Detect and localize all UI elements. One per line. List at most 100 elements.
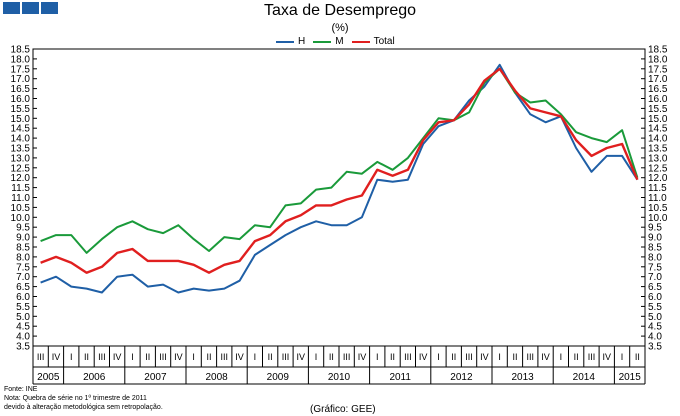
legend-item-total: Total [351, 36, 395, 47]
y-tick-label-right: 8.0 [648, 252, 662, 263]
y-tick-label-left: 16.5 [11, 84, 31, 95]
x-quarter-label: III [588, 352, 596, 362]
chart-title: Taxa de Desemprego [263, 2, 417, 19]
legend-swatch-m [313, 40, 332, 43]
y-tick-label-right: 5.5 [648, 302, 662, 313]
x-year-label: 2009 [267, 372, 290, 383]
y-tick-label-left: 16.0 [11, 94, 31, 105]
legend-item-m: M [313, 36, 344, 47]
legend-swatch-h [276, 40, 294, 43]
x-quarter-label: I [437, 352, 440, 362]
x-quarter-label: I [192, 352, 195, 362]
x-quarter-label: II [512, 352, 517, 362]
series-line-h [40, 63, 639, 294]
x-quarter-label: III [526, 352, 534, 362]
chart-credit: (Gráfico: GEE) [310, 404, 376, 415]
y-tick-label-left: 8.0 [16, 252, 30, 263]
y-tick-label-left: 6.0 [16, 292, 30, 303]
x-quarter-label: IV [602, 352, 611, 362]
y-tick-label-right: 4.5 [648, 322, 662, 333]
x-quarter-label: III [220, 352, 228, 362]
y-tick-label-left: 11.5 [11, 183, 30, 194]
x-year-label: 2007 [144, 372, 167, 383]
y-tick-label-left: 7.5 [16, 262, 30, 273]
y-tick-label-left: 13.5 [11, 144, 31, 155]
legend-label-total: Total [373, 36, 395, 47]
x-quarter-label: II [635, 352, 640, 362]
y-tick-label-right: 8.5 [648, 243, 662, 254]
y-tick-label-left: 8.5 [16, 243, 30, 254]
y-tick-label-right: 16.0 [648, 94, 668, 105]
y-tick-label-left: 18.0 [11, 54, 31, 65]
x-year-label: 2012 [450, 372, 473, 383]
y-tick-label-left: 3.5 [16, 342, 30, 353]
y-tick-label-left: 15.0 [11, 114, 31, 125]
x-year-label: 2006 [83, 372, 106, 383]
y-tick-label-right: 6.0 [648, 292, 662, 303]
y-tick-label-left: 17.0 [11, 74, 31, 85]
y-tick-label-right: 11.5 [648, 183, 667, 194]
x-quarter-label: II [390, 352, 395, 362]
x-quarter-label: II [84, 352, 89, 362]
y-tick-label-right: 17.0 [648, 74, 668, 85]
x-quarter-label: III [465, 352, 473, 362]
y-tick-label-left: 10.5 [11, 203, 31, 214]
x-quarter-label: II [268, 352, 273, 362]
x-year-label: 2008 [205, 372, 228, 383]
y-tick-label-right: 15.5 [648, 104, 668, 115]
y-tick-label-left: 18.5 [11, 45, 31, 56]
y-tick-label-right: 9.5 [648, 223, 662, 234]
x-quarter-label: III [37, 352, 45, 362]
x-year-label: 2014 [573, 372, 596, 383]
legend-label-m: M [335, 36, 344, 47]
y-tick-label-left: 4.0 [16, 332, 30, 343]
unit-label: (%) [331, 22, 349, 34]
logo-square-3 [41, 2, 58, 14]
x-quarter-label: IV [541, 352, 550, 362]
x-quarter-label: III [282, 352, 290, 362]
source-note: Fonte: INE [4, 386, 38, 393]
x-quarter-label: IV [52, 352, 61, 362]
y-tick-label-right: 18.5 [648, 45, 668, 56]
y-tick-label-right: 10.0 [648, 213, 668, 224]
x-quarter-label: I [498, 352, 501, 362]
x-quarter-label: III [343, 352, 351, 362]
legend: H M Total [276, 36, 395, 47]
y-tick-label-left: 7.0 [16, 272, 30, 283]
legend-swatch-total [351, 40, 370, 43]
legend-item-h: H [276, 36, 305, 47]
x-quarter-label: II [145, 352, 150, 362]
x-quarter-label: IV [296, 352, 305, 362]
break-note: Nota: Quebra de série no 1º trimestre de… [4, 395, 147, 402]
y-tick-label-left: 4.5 [16, 322, 30, 333]
y-tick-label-right: 9.0 [648, 233, 662, 244]
y-tick-label-right: 15.0 [648, 114, 668, 125]
x-quarter-label: I [315, 352, 318, 362]
x-quarter-label: I [376, 352, 379, 362]
x-quarter-label: II [451, 352, 456, 362]
x-quarter-label: II [329, 352, 334, 362]
y-tick-label-left: 12.5 [11, 163, 31, 174]
x-quarter-label: III [404, 352, 412, 362]
x-year-label: 2013 [511, 372, 534, 383]
x-year-label: 2005 [37, 372, 60, 383]
y-tick-label-left: 12.0 [11, 173, 31, 184]
y-tick-label-left: 6.5 [16, 282, 30, 293]
x-quarter-label: I [131, 352, 134, 362]
y-tick-label-right: 7.0 [648, 272, 662, 283]
y-tick-label-right: 3.5 [648, 342, 662, 353]
x-quarter-label: II [574, 352, 579, 362]
y-tick-label-right: 4.0 [648, 332, 662, 343]
y-tick-label-right: 10.5 [648, 203, 668, 214]
y-tick-label-right: 17.5 [648, 64, 668, 75]
y-tick-label-right: 7.5 [648, 262, 662, 273]
y-tick-label-left: 15.5 [11, 104, 31, 115]
x-quarter-label: I [560, 352, 563, 362]
legend-label-h: H [298, 36, 306, 47]
method-note: devido à alteração metodológica sem retr… [4, 404, 163, 411]
x-quarter-label: IV [235, 352, 244, 362]
y-tick-label-left: 14.0 [11, 134, 31, 145]
x-quarter-label: II [206, 352, 211, 362]
x-quarter-label: I [621, 352, 624, 362]
